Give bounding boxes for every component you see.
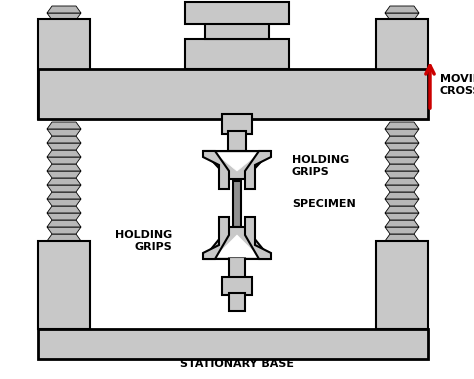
Polygon shape — [47, 199, 81, 206]
Polygon shape — [385, 62, 419, 69]
Bar — [376, 19, 428, 119]
Text: STATIONARY BASE: STATIONARY BASE — [180, 359, 294, 369]
Polygon shape — [385, 55, 419, 62]
Polygon shape — [47, 192, 81, 199]
Polygon shape — [203, 151, 229, 189]
Bar — [229, 257, 245, 279]
Polygon shape — [385, 171, 419, 178]
Polygon shape — [47, 48, 81, 55]
Polygon shape — [385, 150, 419, 157]
Polygon shape — [47, 6, 81, 13]
Bar — [376, 241, 428, 329]
Bar — [38, 69, 428, 119]
Bar — [229, 293, 245, 311]
Polygon shape — [47, 143, 81, 150]
Text: MOVING
CROSSHEAD: MOVING CROSSHEAD — [440, 74, 474, 96]
Polygon shape — [47, 185, 81, 192]
Polygon shape — [385, 213, 419, 220]
Polygon shape — [47, 220, 81, 227]
Polygon shape — [385, 122, 419, 129]
Polygon shape — [385, 143, 419, 150]
Bar — [228, 131, 246, 151]
Polygon shape — [47, 206, 81, 213]
Polygon shape — [385, 48, 419, 55]
Polygon shape — [385, 34, 419, 41]
Bar — [222, 277, 252, 295]
Polygon shape — [385, 206, 419, 213]
Polygon shape — [47, 178, 81, 185]
Polygon shape — [47, 129, 81, 136]
Polygon shape — [385, 227, 419, 234]
Polygon shape — [203, 227, 271, 259]
Polygon shape — [385, 41, 419, 48]
Bar — [38, 329, 428, 359]
Polygon shape — [385, 157, 419, 164]
Polygon shape — [245, 151, 271, 189]
Polygon shape — [47, 62, 81, 69]
Polygon shape — [47, 34, 81, 41]
Polygon shape — [385, 220, 419, 227]
Polygon shape — [47, 227, 81, 234]
Polygon shape — [203, 151, 271, 179]
Polygon shape — [47, 27, 81, 34]
Bar — [185, 39, 289, 69]
Polygon shape — [47, 136, 81, 143]
Polygon shape — [385, 178, 419, 185]
Polygon shape — [47, 213, 81, 220]
Bar — [222, 114, 252, 134]
Polygon shape — [385, 164, 419, 171]
Bar — [38, 241, 90, 329]
Polygon shape — [385, 27, 419, 34]
Bar — [185, 2, 289, 24]
Text: HOLDING
GRIPS: HOLDING GRIPS — [292, 155, 349, 177]
Polygon shape — [385, 136, 419, 143]
Bar — [205, 19, 269, 39]
Polygon shape — [385, 20, 419, 27]
Polygon shape — [215, 235, 259, 257]
Polygon shape — [385, 13, 419, 20]
Polygon shape — [47, 157, 81, 164]
Polygon shape — [385, 192, 419, 199]
Polygon shape — [47, 171, 81, 178]
Polygon shape — [385, 185, 419, 192]
Polygon shape — [47, 55, 81, 62]
Polygon shape — [385, 129, 419, 136]
Text: SPECIMEN: SPECIMEN — [292, 199, 356, 209]
Text: LOAD CELL: LOAD CELL — [203, 6, 271, 16]
Polygon shape — [47, 150, 81, 157]
Polygon shape — [203, 217, 229, 259]
Polygon shape — [385, 199, 419, 206]
Polygon shape — [47, 164, 81, 171]
Polygon shape — [47, 20, 81, 27]
Bar — [38, 19, 90, 119]
Polygon shape — [47, 234, 81, 241]
Text: HOLDING
GRIPS: HOLDING GRIPS — [115, 230, 172, 252]
Polygon shape — [245, 217, 271, 259]
Polygon shape — [385, 234, 419, 241]
Polygon shape — [47, 41, 81, 48]
Polygon shape — [47, 122, 81, 129]
Polygon shape — [215, 153, 259, 171]
Bar — [233, 181, 241, 227]
Polygon shape — [47, 13, 81, 20]
Polygon shape — [385, 6, 419, 13]
